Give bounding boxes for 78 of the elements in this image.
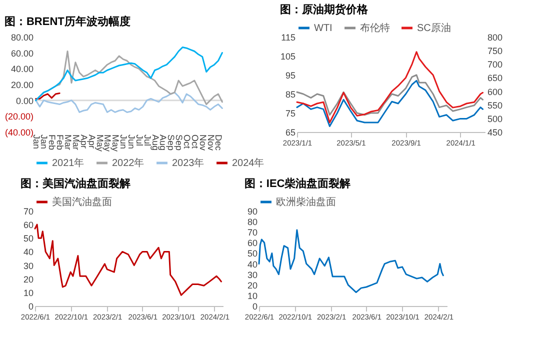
x-tick-label: Apr (86, 134, 97, 149)
x-tick-label: Jul (142, 134, 152, 146)
y-tick-label: 75 (285, 108, 296, 118)
y-tick-label: 60 (247, 238, 258, 248)
y-tick-label: 65 (285, 128, 296, 138)
y-tick-label: 20 (23, 274, 34, 284)
x-tick-label: Sep (174, 134, 184, 151)
legend-label: SC原油 (417, 22, 451, 34)
y-tick-label: 60.00 (10, 48, 34, 58)
line-series (296, 51, 484, 124)
x-tick-label: Mar (70, 134, 81, 150)
y-tick-label: 0 (28, 302, 34, 312)
y-tick-label: 80 (247, 217, 258, 228)
y-tick-label: (40.00) (4, 128, 34, 138)
chart-title: 图：美国汽油盘面裂解 (20, 177, 130, 190)
y-tick-label: 50 (23, 234, 34, 244)
x-tick-label: Aug (150, 134, 160, 151)
chart-title: 图：BRENT历年波动幅度 (4, 15, 130, 28)
y2-tick-label: 600 (488, 86, 503, 97)
y2-tick-label: 750 (488, 46, 503, 56)
x-tick-label: Nov (206, 134, 216, 152)
line-series (296, 74, 484, 116)
x-tick-label: Feb (55, 134, 66, 150)
y-tick-label: 80.00 (10, 32, 34, 42)
y-tick-label: 20 (247, 280, 258, 290)
x-tick-label: Mar (63, 134, 74, 150)
chart-title: 图：IEC柴油盘面裂解 (244, 177, 351, 190)
y-tick-label: 0.00 (16, 96, 34, 106)
legend-label: 2024年 (232, 157, 264, 169)
x-tick-label: Jun (126, 134, 136, 150)
x-tick-label: Feb (47, 134, 58, 150)
y-tick-label: 95 (285, 70, 296, 80)
text: 美国汽油盘面 (52, 196, 112, 208)
y2-tick-label: 800 (488, 32, 503, 42)
y-tick-label: 70 (247, 228, 258, 238)
y-tick-label: 105 (280, 52, 296, 62)
x-tick-label: Jan (39, 134, 50, 150)
x-tick-label: Jun (118, 134, 129, 150)
y2-tick-label: 700 (488, 60, 503, 70)
legend-label: 2022年 (112, 157, 144, 169)
y-tick-label: 40.00 (10, 64, 34, 74)
y-tick-label: (20.00) (4, 112, 34, 122)
x-tick-label: Oct (182, 134, 192, 149)
y-tick-label: 20.00 (10, 80, 34, 90)
y-tick-label: 0 (252, 302, 258, 312)
y2-tick-label: 650 (488, 73, 503, 84)
line-series (34, 224, 222, 296)
legend-label: 2023年 (172, 157, 204, 169)
x-tick-label: Jul (134, 134, 144, 146)
x-tick-label: Oct (190, 134, 200, 149)
y2-tick-label: 550 (488, 100, 503, 110)
x-tick-label: May (94, 134, 105, 152)
legend-label: 欧洲柴油盘面 (276, 196, 336, 208)
x-tick-label: Dec (214, 134, 224, 152)
y-tick-label: 90 (247, 206, 258, 216)
line-series (35, 92, 223, 113)
y-tick-label: 10 (23, 288, 34, 298)
y-tick-label: 85 (285, 90, 296, 100)
line-series (296, 80, 484, 128)
y2-tick-label: 500 (488, 114, 503, 124)
y-tick-label: 40 (23, 247, 34, 258)
y-tick-label: 30 (23, 260, 34, 271)
y-tick-label: 50 (247, 248, 258, 259)
legend-label: 2021年 (52, 157, 84, 169)
legend-label: 布伦特 (360, 22, 390, 34)
chart-title: 图：原油期货价格 (280, 3, 369, 16)
line-series (258, 229, 444, 294)
y-tick-label: 70 (23, 206, 34, 216)
y-tick-label: 60 (23, 220, 34, 230)
x-tick-label: May (110, 134, 121, 152)
legend-label: WTI (314, 23, 332, 34)
y2-tick-label: 450 (488, 128, 503, 138)
x-tick-label: Nov (198, 134, 208, 152)
y-tick-label: 40 (247, 259, 258, 270)
y-tick-label: 10 (247, 290, 258, 301)
y-tick-label: 115 (281, 32, 296, 42)
y-tick-label: 30 (247, 270, 258, 280)
x-tick-label: Apr (78, 134, 89, 149)
